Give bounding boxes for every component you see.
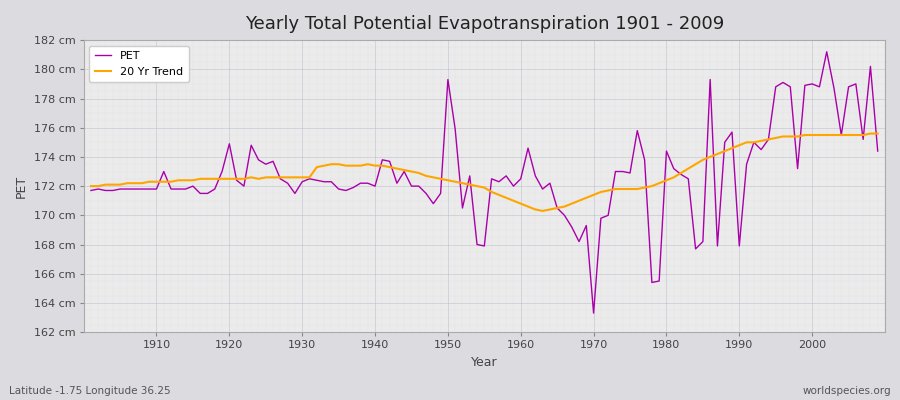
Y-axis label: PET: PET bbox=[15, 174, 28, 198]
Line: PET: PET bbox=[91, 52, 878, 313]
Title: Yearly Total Potential Evapotranspiration 1901 - 2009: Yearly Total Potential Evapotranspiratio… bbox=[245, 15, 724, 33]
X-axis label: Year: Year bbox=[471, 356, 498, 369]
20 Yr Trend bbox=[537, 208, 548, 213]
PET bbox=[304, 176, 315, 181]
PET bbox=[516, 176, 526, 181]
20 Yr Trend bbox=[347, 163, 358, 168]
PET bbox=[872, 149, 883, 154]
PET bbox=[144, 187, 155, 192]
PET bbox=[86, 188, 96, 193]
PET bbox=[610, 169, 621, 174]
Line: 20 Yr Trend: 20 Yr Trend bbox=[91, 134, 878, 211]
20 Yr Trend bbox=[872, 131, 883, 136]
20 Yr Trend bbox=[865, 131, 876, 136]
PET bbox=[822, 49, 832, 54]
PET bbox=[589, 311, 599, 316]
Text: Latitude -1.75 Longitude 36.25: Latitude -1.75 Longitude 36.25 bbox=[9, 386, 171, 396]
20 Yr Trend bbox=[144, 179, 155, 184]
20 Yr Trend bbox=[86, 184, 96, 188]
20 Yr Trend bbox=[610, 187, 621, 192]
20 Yr Trend bbox=[304, 175, 315, 180]
PET bbox=[508, 184, 519, 188]
Text: worldspecies.org: worldspecies.org bbox=[803, 386, 891, 396]
PET bbox=[347, 185, 358, 190]
20 Yr Trend bbox=[508, 198, 519, 203]
Legend: PET, 20 Yr Trend: PET, 20 Yr Trend bbox=[89, 46, 189, 82]
20 Yr Trend bbox=[516, 201, 526, 206]
